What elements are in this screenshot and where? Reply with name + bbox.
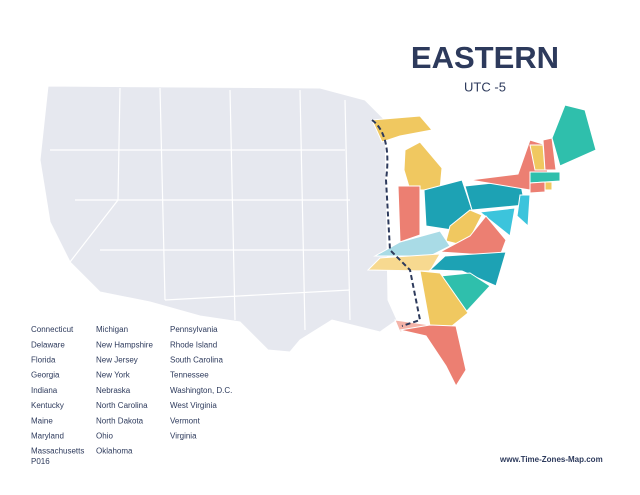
state-name: Georgia xyxy=(31,371,60,380)
georgia xyxy=(419,270,469,327)
state-name: West Virginia xyxy=(170,401,217,410)
massachusetts xyxy=(529,171,561,184)
rhode-island xyxy=(544,181,553,191)
state-name: North Dakota xyxy=(96,416,144,425)
map xyxy=(39,85,597,388)
subtitle: UTC -5 xyxy=(464,79,506,94)
state-name: Maine xyxy=(31,416,53,425)
state-name: Indiana xyxy=(31,386,58,395)
code: P016 xyxy=(31,457,50,466)
website: www.Time-Zones-Map.com xyxy=(499,455,603,464)
title: EASTERN xyxy=(411,40,559,75)
state-name: New Jersey xyxy=(96,356,138,365)
state-name: Pennsylvania xyxy=(170,325,218,334)
state-name: Oklahoma xyxy=(96,447,133,456)
state-name: Washington, D.C. xyxy=(170,386,232,395)
state-name: Vermont xyxy=(170,416,201,425)
state-name: Michigan xyxy=(96,325,128,334)
state-name: New Hampshire xyxy=(96,340,153,349)
state-name: Maryland xyxy=(31,432,64,441)
state-name: New York xyxy=(96,371,131,380)
maine xyxy=(551,104,597,167)
connecticut xyxy=(529,181,546,194)
time-zone-border xyxy=(371,119,422,327)
state-name: Tennessee xyxy=(170,371,209,380)
state-name: Virginia xyxy=(170,432,197,441)
michigan-up xyxy=(371,115,433,143)
indiana xyxy=(397,185,421,243)
state-name: Ohio xyxy=(96,432,113,441)
maryland xyxy=(478,207,516,237)
new-hampshire xyxy=(542,137,557,171)
state-name: Nebraska xyxy=(96,386,131,395)
state-name: Kentucky xyxy=(31,401,64,410)
state-name: South Carolina xyxy=(170,356,223,365)
north-carolina xyxy=(428,251,507,287)
state-name: Delaware xyxy=(31,340,65,349)
state-name: Massachusetts xyxy=(31,447,84,456)
state-name: Florida xyxy=(31,356,56,365)
state-name: Rhode Island xyxy=(170,340,217,349)
state-borders xyxy=(50,87,351,331)
florida xyxy=(399,324,467,388)
state-name: Connecticut xyxy=(31,325,74,334)
new-jersey xyxy=(516,194,531,228)
state-name: North Carolina xyxy=(96,401,148,410)
state-list: Connecticut Delaware Florida Georgia Indiana… xyxy=(31,325,232,456)
